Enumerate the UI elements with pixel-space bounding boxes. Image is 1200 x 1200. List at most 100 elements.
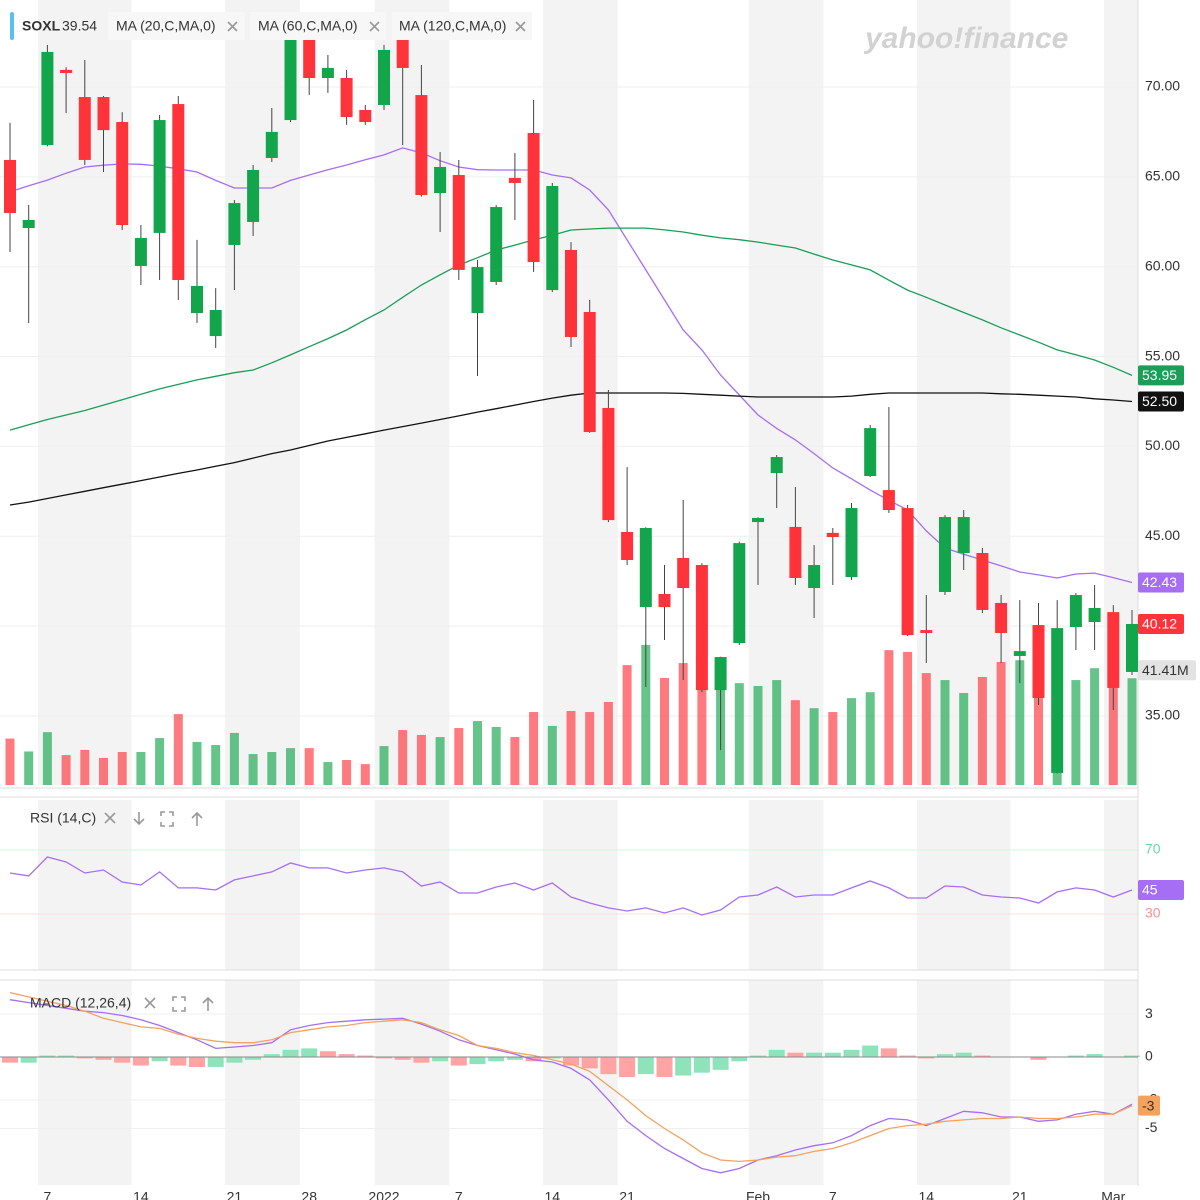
price-tag	[1138, 880, 1184, 900]
volume-bar	[192, 741, 202, 785]
price-tag	[1138, 660, 1196, 681]
x-tick-label: 21	[619, 1189, 635, 1200]
plot: 35.0040.0045.0050.0055.0060.0065.0070.00…	[0, 30, 1196, 1200]
move-up-icon[interactable]	[191, 811, 203, 826]
move-up-icon[interactable]	[202, 996, 214, 1011]
volume-bar	[753, 685, 763, 785]
candle-body	[602, 407, 615, 521]
volume-bar	[61, 755, 71, 785]
volume-bar	[903, 651, 913, 785]
week-band	[374, 0, 450, 785]
candle-body	[209, 310, 222, 337]
price-tag	[1138, 572, 1184, 593]
candle-body	[396, 39, 409, 68]
week-band	[748, 980, 824, 1185]
close-icon[interactable]	[369, 21, 380, 32]
volume-bar	[42, 732, 52, 785]
close-icon[interactable]	[515, 21, 526, 32]
close-icon[interactable]	[104, 812, 116, 824]
expand-icon[interactable]	[160, 811, 174, 827]
candle-body	[1126, 623, 1138, 672]
volume-bar	[828, 712, 838, 785]
candle-body	[303, 39, 316, 78]
candle-body	[4, 159, 16, 213]
y-tick-label: 35.00	[1145, 707, 1180, 723]
legend-entry: MA (60,C,MA,0)	[258, 18, 358, 34]
expand-icon[interactable]	[172, 996, 186, 1012]
histogram-bar	[787, 1052, 804, 1057]
candle-body	[957, 517, 970, 553]
candle-body	[1013, 651, 1026, 656]
volume-bar	[80, 749, 90, 785]
histogram-bar	[245, 1056, 262, 1060]
histogram-bar	[132, 1056, 149, 1066]
histogram-bar	[1124, 1055, 1140, 1057]
histogram-bar	[937, 1054, 953, 1057]
x-tick-label: 14	[919, 1189, 935, 1200]
candle-body	[864, 428, 877, 477]
volume-bar	[435, 737, 445, 785]
week-band	[38, 800, 132, 970]
volume-bar	[622, 665, 632, 785]
histogram-bar	[880, 1048, 897, 1057]
y-tick-label: 3	[1145, 1005, 1153, 1021]
candle-body	[901, 508, 914, 636]
week-band	[225, 800, 300, 970]
candle-body	[508, 177, 521, 183]
candle-body	[1032, 625, 1045, 699]
symbol: SOXL	[22, 18, 61, 34]
candle-body	[41, 51, 54, 146]
histogram-bar	[1030, 1056, 1047, 1060]
volume-bar	[847, 698, 856, 785]
y-tick-label: 0	[1145, 1048, 1153, 1064]
indicator-line	[9, 856, 1133, 916]
histogram-bar	[282, 1049, 299, 1057]
volume-bar	[921, 673, 931, 785]
candle-body	[1107, 612, 1120, 688]
volume-bar	[734, 683, 744, 785]
close-icon[interactable]	[144, 997, 156, 1009]
candle-body	[321, 67, 334, 78]
histogram-bar	[506, 1056, 523, 1060]
week-band	[748, 800, 824, 970]
histogram-bar	[862, 1045, 879, 1057]
volume-bar	[1090, 668, 1100, 785]
legend-box	[108, 12, 245, 40]
volume-bar	[566, 711, 576, 785]
histogram-bar	[263, 1054, 280, 1057]
histogram-bar	[432, 1056, 449, 1062]
candle-body	[546, 186, 559, 291]
histogram-bar	[207, 1056, 224, 1067]
histogram-bar	[376, 1056, 392, 1059]
candle-body	[565, 249, 577, 337]
week-band	[916, 800, 1011, 970]
histogram-bar	[95, 1056, 112, 1060]
histogram-bar	[58, 1055, 75, 1057]
close-icon[interactable]	[227, 21, 238, 32]
histogram-bar	[450, 1056, 467, 1066]
move-down-icon[interactable]	[133, 812, 145, 826]
candle-body	[247, 170, 260, 222]
candle-body	[808, 565, 821, 589]
volume-bar	[117, 751, 127, 785]
histogram-bar	[525, 1056, 542, 1062]
histogram-bar	[768, 1049, 785, 1057]
legend-box	[392, 12, 532, 40]
week-band	[542, 980, 618, 1185]
signal-line	[9, 991, 1133, 1163]
x-tick-label: Mar	[1101, 1189, 1125, 1200]
x-tick-label: 21	[227, 1189, 243, 1200]
candle-body	[845, 508, 858, 578]
histogram-bar	[189, 1056, 205, 1067]
volume-bar	[1108, 660, 1118, 785]
candle-body	[116, 122, 129, 226]
y-tick-label: -5	[1145, 1119, 1158, 1135]
candle-body	[265, 131, 278, 158]
price-tag-label: 45	[1142, 882, 1158, 898]
panel-title: RSI (14,C)	[30, 810, 96, 826]
candle-body	[920, 630, 933, 633]
volume-bar	[660, 678, 669, 785]
volume-bar	[603, 701, 613, 785]
volume-bar	[697, 652, 707, 785]
